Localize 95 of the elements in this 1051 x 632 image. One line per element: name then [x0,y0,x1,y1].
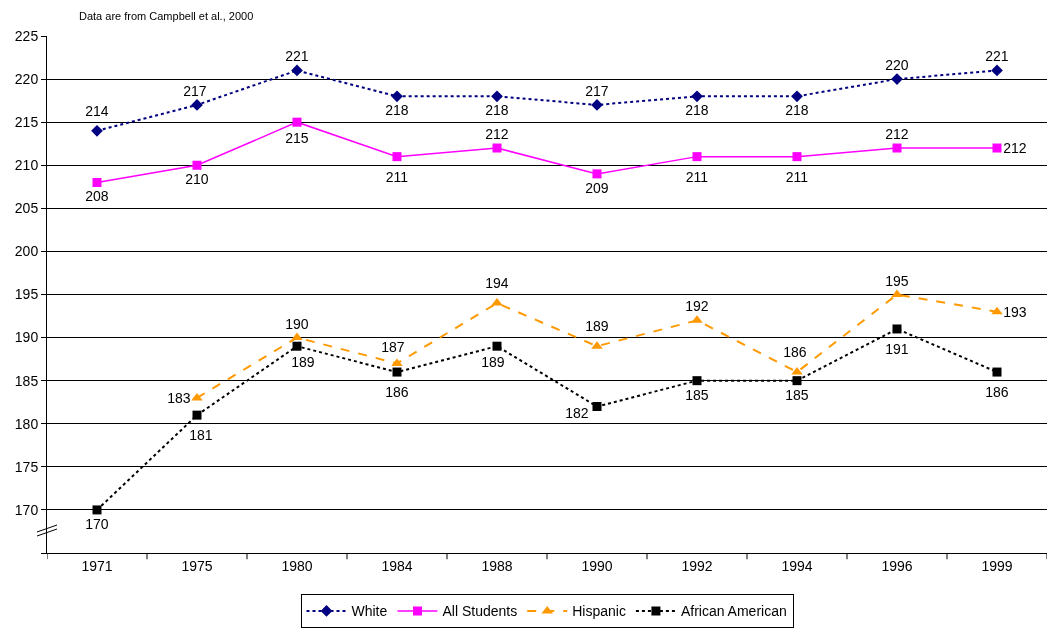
point [892,324,902,334]
point [192,410,202,420]
data-label: 210 [185,171,209,188]
point [291,64,303,77]
point [592,402,602,412]
data-label: 185 [685,386,709,403]
data-label: 211 [685,168,709,185]
data-label: 211 [785,168,809,185]
y-tick-label: 190 [14,329,39,346]
legend-label: All Students [442,603,518,620]
data-label: 195 [885,272,909,289]
data-label: 218 [785,102,809,119]
data-label: 221 [285,48,309,65]
data-label: 187 [381,339,405,356]
y-tick-label: 175 [14,458,39,475]
y-tick-label: 220 [14,70,39,87]
data-label: 218 [685,102,709,119]
data-label: 217 [585,82,609,99]
point [92,505,102,515]
x-tick-label: 1996 [881,557,913,574]
data-label: 191 [885,340,909,357]
point [792,376,802,386]
data-label: 220 [885,57,909,74]
point [991,64,1003,77]
point [92,177,102,187]
data-label: 183 [167,389,191,406]
y-tick-label: 195 [14,286,39,303]
y-tick-label: 225 [14,27,39,44]
point [992,367,1002,377]
data-label: 194 [485,275,509,292]
data-label: 189 [291,354,315,371]
data-label: 218 [485,102,509,119]
legend-label: White [351,603,388,620]
point [991,306,1003,315]
point [391,90,403,103]
point [192,160,202,170]
data-label: 218 [385,102,409,119]
x-tick-label: 1994 [781,557,813,574]
point [992,143,1002,153]
x-tick-label: 1984 [381,557,413,574]
data-label: 209 [585,179,609,196]
y-tick-label: 205 [14,200,39,217]
data-label: 192 [685,298,709,315]
y-tick-label: 200 [14,243,39,260]
point [392,152,402,162]
point [292,341,302,351]
point [792,152,802,162]
data-label: 182 [565,404,589,421]
x-tick-label: 1975 [181,557,213,574]
data-label: 181 [189,427,213,444]
data-label: 185 [785,386,809,403]
point [392,367,402,377]
point [292,117,302,127]
data-label: 212 [885,126,909,143]
legend-label: African American [680,603,787,620]
text: Data are from Campbell et al., 2000 [79,10,254,22]
y-tick-label: 215 [14,114,39,131]
x-tick-label: 1999 [981,557,1013,574]
point [692,376,702,386]
point [492,341,502,351]
y-tick-label: 185 [14,372,39,389]
data-label: 211 [385,168,409,185]
point [892,143,902,153]
data-label: 190 [285,315,309,332]
point [691,90,703,103]
data-label: 186 [783,344,807,361]
data-label: 189 [481,354,505,371]
point [91,124,103,137]
point [492,143,502,153]
data-label: 215 [285,130,309,147]
x-tick-label: 1990 [581,557,613,574]
y-tick-label: 210 [14,157,39,174]
point [291,332,303,341]
legend-label: Hispanic [572,603,626,620]
x-tick-label: 1971 [81,557,113,574]
point [592,169,602,179]
point [791,90,803,103]
data-label: 217 [183,82,207,99]
x-tick-label: 1988 [481,557,513,574]
x-tick-label: 1992 [681,557,713,574]
data-label: 186 [385,384,409,401]
data-label: 221 [985,48,1009,65]
data-label: 214 [85,102,109,119]
data-label: 208 [85,188,109,205]
x-tick-label: 1980 [281,557,313,574]
point [491,90,503,103]
y-tick-label: 180 [14,415,39,432]
data-label: 193 [1003,303,1027,320]
point [692,152,702,162]
data-label: 189 [585,318,609,335]
data-label: 170 [85,515,109,532]
y-tick-label: 170 [14,501,39,518]
data-label: 212 [485,126,509,143]
data-label: 186 [985,384,1009,401]
data-label: 212 [1003,140,1027,157]
